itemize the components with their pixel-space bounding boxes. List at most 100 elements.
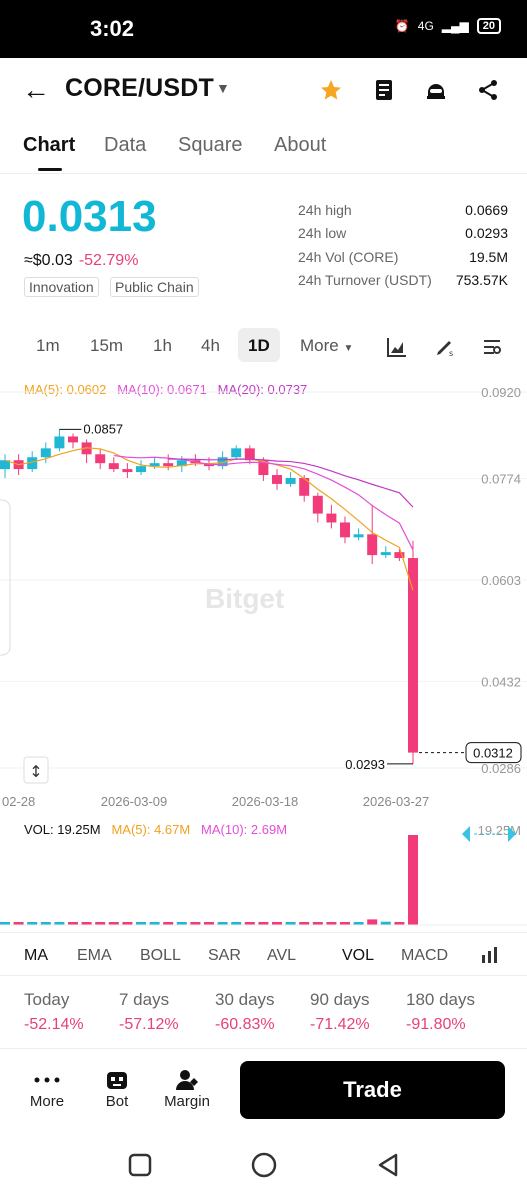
ticker-stats: 24h high 0.0669 24h low 0.0293 24h Vol (CO… — [298, 202, 508, 295]
trade-button[interactable]: Trade — [240, 1061, 505, 1119]
volume-bar — [244, 922, 255, 925]
perf-value: -91.80% — [406, 1016, 466, 1033]
indicator-ema[interactable]: EMA — [77, 947, 112, 964]
stat-value: 0.0293 — [465, 225, 508, 242]
chart-settings-icon[interactable] — [481, 336, 503, 363]
vol-ma10-label: MA(10): 2.69M — [201, 822, 288, 837]
collapse-left-icon[interactable] — [462, 826, 470, 842]
signal-icon: ▂▄▆ — [441, 19, 469, 33]
perf-value: -52.14% — [24, 1016, 84, 1033]
stat-row: 24h low 0.0293 — [298, 225, 508, 248]
favorite-star-icon[interactable] — [317, 76, 345, 104]
bot-button[interactable]: Bot — [87, 1067, 147, 1110]
candle-body — [353, 534, 364, 538]
timeframe-4h[interactable]: 4h — [201, 336, 220, 355]
volume-bar — [122, 922, 133, 925]
candle-body — [244, 448, 255, 461]
home-icon[interactable] — [250, 1151, 278, 1184]
candle-body — [68, 436, 78, 443]
candle-body — [408, 558, 418, 753]
stat-label: 24h Turnover (USDT) — [298, 271, 432, 288]
volume-bar — [299, 922, 310, 925]
indicator-vol[interactable]: VOL — [342, 947, 375, 964]
tab-about[interactable]: About — [274, 134, 327, 156]
y-tick-label: 0.0603 — [481, 573, 521, 588]
chart-type-icon[interactable] — [386, 336, 408, 363]
last-price-box — [465, 742, 522, 764]
vol-label: VOL: 19.25M — [24, 822, 101, 837]
system-nav-bar — [0, 1145, 527, 1185]
resize-button[interactable] — [23, 756, 49, 784]
y-tick-label: 0.0286 — [481, 761, 521, 776]
tag-innovation[interactable]: Innovation — [24, 277, 99, 297]
tab-data[interactable]: Data — [104, 134, 147, 156]
back-arrow-icon[interactable]: ← — [22, 74, 50, 105]
main-tabs: Chart Data Square About — [0, 128, 527, 174]
ma20-line — [168, 458, 414, 508]
indicator-bar: MA EMA BOLL SAR AVL VOL MACD — [0, 932, 527, 976]
candle-body — [299, 477, 310, 496]
stat-value: 753.57K — [455, 271, 508, 288]
margin-button[interactable]: Margin — [157, 1067, 217, 1110]
volume-bar — [54, 922, 65, 925]
pair-dropdown-icon[interactable]: ▼ — [216, 80, 230, 96]
status-time: 3:02 — [90, 16, 135, 41]
timeframe-more[interactable]: More ▼ — [300, 336, 353, 356]
timeframe-15m[interactable]: 15m — [90, 336, 124, 355]
y-tick-label: 0.0432 — [481, 674, 521, 689]
notes-icon[interactable] — [370, 76, 398, 104]
indicator-avl[interactable]: AVL — [267, 947, 297, 964]
pair-title[interactable]: CORE/USDT — [65, 74, 215, 102]
status-icons: ⏰ 4G ▂▄▆ 20 — [395, 18, 501, 34]
last-price: 0.0313 — [22, 192, 157, 241]
recent-apps-icon[interactable] — [128, 1153, 152, 1182]
stat-label: 24h Vol (CORE) — [298, 248, 399, 265]
volume-bar — [81, 922, 92, 925]
timeframe-1h[interactable]: 1h — [153, 336, 172, 355]
y-tick-label: 0.0774 — [481, 472, 521, 487]
margin-icon — [157, 1067, 217, 1093]
timeframe-1m[interactable]: 1m — [36, 336, 60, 355]
support-robot-icon[interactable] — [422, 76, 450, 104]
ma10-line — [113, 454, 414, 551]
perf-item: 180 days -91.80% — [406, 990, 475, 1034]
tab-chart[interactable]: Chart — [23, 134, 76, 156]
share-icon[interactable] — [474, 76, 502, 104]
perf-label: 180 days — [406, 990, 475, 1009]
volume-bar — [13, 922, 24, 925]
back-icon[interactable] — [376, 1153, 400, 1182]
svg-text:s: s — [449, 349, 453, 358]
volume-bar — [367, 919, 378, 925]
bottom-bar: More Bot Margin Trade — [0, 1048, 527, 1128]
volume-bar — [163, 922, 174, 925]
bot-label: Bot — [105, 1093, 129, 1110]
ma5-label: MA(5): 0.0602 — [24, 382, 107, 397]
volume-bar — [312, 922, 323, 925]
candlestick-chart[interactable]: Bitget 0.09200.07740.06030.04320.02860.0… — [0, 380, 527, 810]
indicator-boll[interactable]: BOLL — [140, 947, 181, 964]
indicator-ma[interactable]: MA — [24, 947, 48, 964]
side-drawer-handle[interactable] — [0, 499, 11, 656]
collapse-right-icon[interactable] — [508, 826, 516, 842]
volume-chart[interactable]: 19.25M — [0, 815, 527, 930]
more-button[interactable]: More — [17, 1067, 77, 1110]
vol-ma5-label: MA(5): 4.67M — [111, 822, 191, 837]
volume-legend: VOL: 19.25M MA(5): 4.67M MA(10): 2.69M — [24, 822, 287, 837]
tag-public-chain[interactable]: Public Chain — [110, 277, 199, 297]
volume-bar — [326, 922, 337, 925]
network-label: 4G — [417, 19, 434, 33]
watermark-logo: Bitget — [205, 583, 284, 614]
perf-item: 7 days -57.12% — [119, 990, 179, 1034]
indicator-sar[interactable]: SAR — [208, 947, 241, 964]
volume-bar — [0, 922, 10, 925]
volume-bar — [285, 922, 296, 925]
margin-label: Margin — [164, 1093, 210, 1110]
indicator-settings-icon[interactable] — [480, 945, 500, 970]
indicator-macd[interactable]: MACD — [401, 947, 449, 964]
tab-square[interactable]: Square — [178, 134, 243, 156]
timeframe-1d[interactable]: 1D — [238, 328, 280, 362]
last-price-label: 0.0312 — [473, 746, 513, 761]
draw-tool-icon[interactable]: s — [434, 336, 456, 363]
x-tick-label: 2026-03-27 — [363, 794, 430, 809]
volume-bar — [217, 922, 228, 925]
